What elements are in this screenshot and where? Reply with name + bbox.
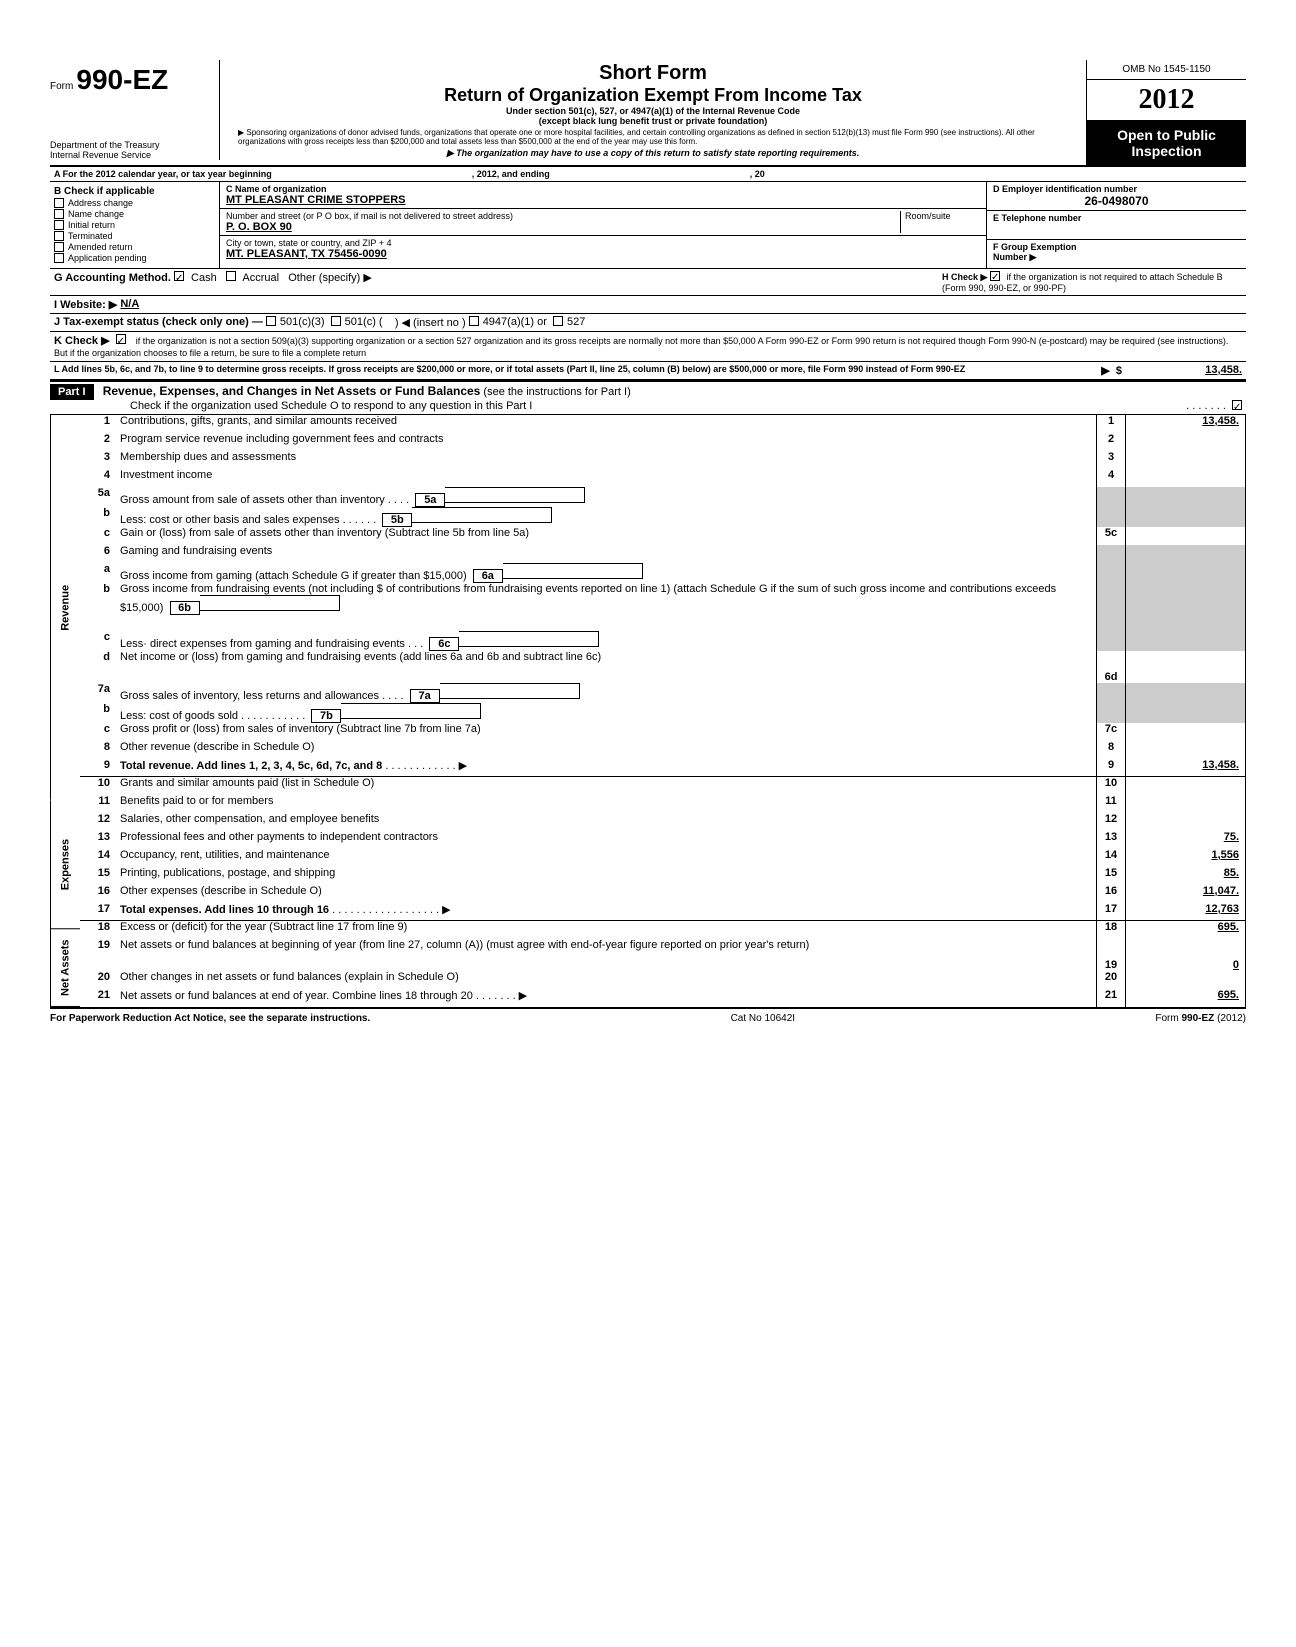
- form-number: 990-EZ: [76, 64, 168, 95]
- part1-grid: Revenue Expenses Net Assets 1Contributio…: [50, 415, 1246, 1007]
- section-def: D Employer identification number 26-0498…: [986, 182, 1246, 268]
- footer-left: For Paperwork Reduction Act Notice, see …: [50, 1013, 370, 1024]
- check-schedule-o[interactable]: [1232, 400, 1242, 410]
- l-value: 13,458.: [1122, 364, 1242, 377]
- form-number-box: Form 990-EZ: [50, 60, 220, 100]
- vertical-labels: Revenue Expenses Net Assets: [50, 415, 80, 1007]
- form-header: Form 990-EZ Department of the Treasury I…: [50, 60, 1246, 167]
- check-501c3[interactable]: [266, 316, 276, 326]
- short-form-label: Short Form: [228, 62, 1078, 85]
- check-terminated[interactable]: Terminated: [54, 231, 215, 241]
- d-label: D Employer identification number: [993, 184, 1240, 194]
- room-label: Room/suite: [900, 211, 980, 233]
- footer-right: Form 990-EZ (2012): [1155, 1013, 1246, 1024]
- section-a-mid: , 2012, and ending: [472, 169, 550, 179]
- subtitle2: (except black lung benefit trust or priv…: [228, 116, 1078, 126]
- year-suffix: 12: [1167, 84, 1195, 115]
- sponsor-line: ▶ Sponsoring organizations of donor advi…: [228, 126, 1078, 148]
- part1-suffix: (see the instructions for Part I): [483, 386, 630, 398]
- section-j: J Tax-exempt status (check only one) — 5…: [50, 314, 1246, 332]
- footer: For Paperwork Reduction Act Notice, see …: [50, 1007, 1246, 1024]
- form-prefix: Form: [50, 81, 73, 92]
- subtitle1: Under section 501(c), 527, or 4947(a)(1)…: [228, 106, 1078, 116]
- section-l: L Add lines 5b, 6c, and 7b, to line 9 to…: [50, 362, 1246, 380]
- part1-check-line: Check if the organization used Schedule …: [130, 400, 1186, 412]
- dept-treasury: Department of the Treasury: [50, 140, 219, 150]
- part1-header: Part I Revenue, Expenses, and Changes in…: [50, 380, 1246, 415]
- city-label: City or town, state or country, and ZIP …: [226, 238, 980, 248]
- section-a-end: , 20: [750, 169, 765, 179]
- section-c: C Name of organization MT PLEASANT CRIME…: [220, 182, 986, 268]
- section-b: B Check if applicable Address change Nam…: [50, 182, 220, 268]
- part1-title: Revenue, Expenses, and Changes in Net As…: [103, 384, 481, 398]
- check-4947[interactable]: [469, 316, 479, 326]
- check-cash[interactable]: [174, 271, 184, 281]
- open-public: Open to Public Inspection: [1087, 121, 1246, 165]
- i-label: I Website: ▶: [54, 298, 117, 311]
- revenue-label: Revenue: [50, 415, 80, 800]
- section-a-label: A For the 2012 calendar year, or tax yea…: [54, 169, 272, 179]
- check-h[interactable]: [990, 271, 1000, 281]
- tax-year: 2012: [1087, 80, 1246, 121]
- section-gh: G Accounting Method. Cash Accrual Other …: [50, 269, 1246, 296]
- check-amended[interactable]: Amended return: [54, 242, 215, 252]
- g-label: G Accounting Method.: [54, 272, 171, 284]
- dept-box: Department of the Treasury Internal Reve…: [50, 100, 220, 160]
- website: N/A: [120, 298, 139, 311]
- form-990ez: Form 990-EZ Department of the Treasury I…: [50, 60, 1246, 1024]
- check-address-change[interactable]: Address change: [54, 198, 215, 208]
- check-accrual[interactable]: [226, 271, 236, 281]
- state-line: ▶ The organization may have to use a cop…: [228, 148, 1078, 159]
- check-527[interactable]: [553, 316, 563, 326]
- main-title: Return of Organization Exempt From Incom…: [228, 85, 1078, 106]
- k-text: if the organization is not a section 509…: [54, 336, 1228, 358]
- section-a: A For the 2012 calendar year, or tax yea…: [50, 167, 1246, 182]
- irs-label: Internal Revenue Service: [50, 150, 219, 160]
- h-label: H Check ▶: [942, 272, 987, 282]
- f-label2: Number ▶: [993, 252, 1240, 263]
- section-i: I Website: ▶ N/A: [50, 296, 1246, 314]
- j-label: J Tax-exempt status (check only one) —: [54, 316, 263, 329]
- check-501c[interactable]: [331, 316, 341, 326]
- check-initial-return[interactable]: Initial return: [54, 220, 215, 230]
- footer-mid: Cat No 10642I: [731, 1013, 796, 1024]
- l-text: L Add lines 5b, 6c, and 7b, to line 9 to…: [54, 364, 1101, 377]
- section-k: K Check ▶ if the organization is not a s…: [50, 332, 1246, 362]
- addr-label: Number and street (or P O box, if mail i…: [226, 211, 900, 221]
- e-label: E Telephone number: [993, 213, 1240, 223]
- city: MT. PLEASANT, TX 75456-0090: [226, 248, 980, 260]
- year-prefix: 20: [1139, 84, 1167, 115]
- k-label: K Check ▶: [54, 335, 110, 347]
- check-app-pending[interactable]: Application pending: [54, 253, 215, 263]
- omb-number: OMB No 1545-1150: [1087, 60, 1246, 80]
- check-k[interactable]: [116, 334, 126, 344]
- lines-column: 1Contributions, gifts, grants, and simil…: [80, 415, 1246, 1007]
- address: P. O. BOX 90: [226, 221, 900, 233]
- check-name-change[interactable]: Name change: [54, 209, 215, 219]
- expenses-label: Expenses: [50, 800, 80, 929]
- part1-label: Part I: [50, 384, 94, 400]
- f-label: F Group Exemption: [993, 242, 1240, 252]
- title-box: Short Form Return of Organization Exempt…: [220, 60, 1086, 165]
- section-bcdef: B Check if applicable Address change Nam…: [50, 182, 1246, 269]
- ein: 26-0498070: [993, 194, 1240, 208]
- omb-box: OMB No 1545-1150 2012 Open to Public Ins…: [1086, 60, 1246, 165]
- netassets-label: Net Assets: [50, 929, 80, 1007]
- c-label: C Name of organization: [226, 184, 980, 194]
- org-name: MT PLEASANT CRIME STOPPERS: [226, 194, 980, 206]
